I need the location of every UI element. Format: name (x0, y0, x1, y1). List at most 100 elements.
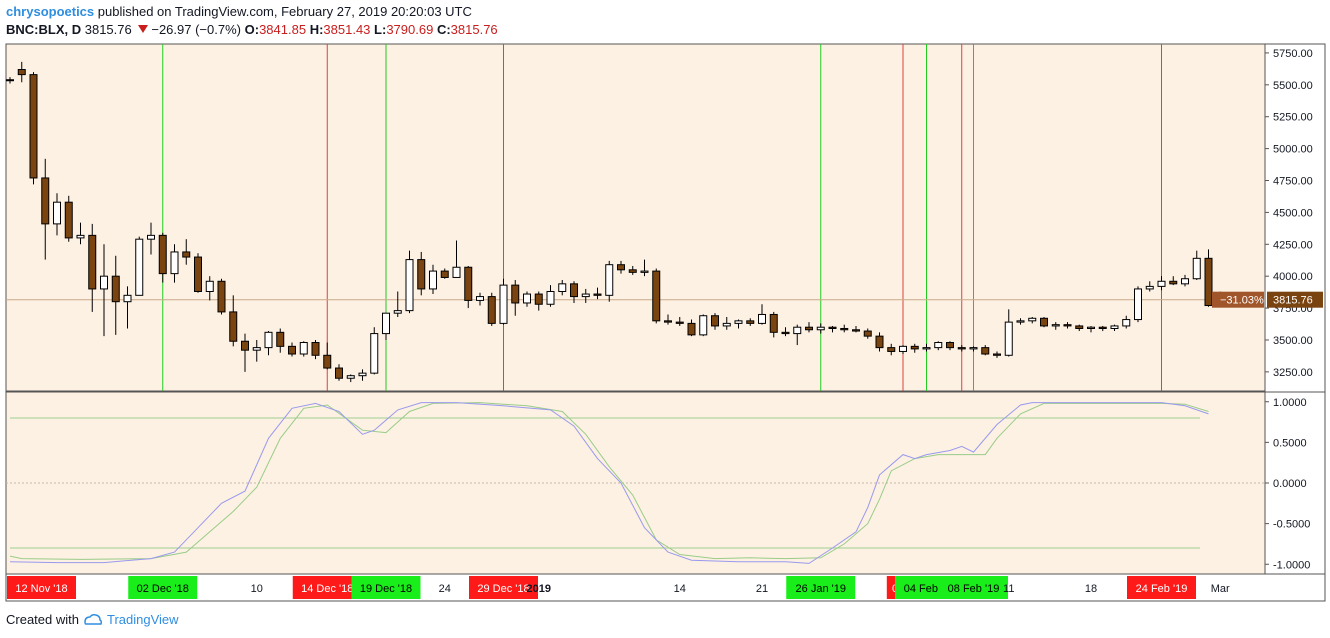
candle (429, 264, 437, 295)
candle-body (1098, 326, 1107, 329)
date-marker-green (786, 576, 856, 599)
candle-body (934, 342, 943, 349)
low-label: L: (374, 22, 387, 37)
ohlc-line: BNC:BLX, D 3815.76 −26.97 (−0.7%) O:3841… (6, 22, 498, 37)
open-value: 3841.85 (259, 22, 307, 37)
date-marker-label: 19 Dec '18 (360, 583, 412, 595)
candle (323, 342, 332, 370)
candle (1040, 317, 1048, 328)
stoch-d-line (9, 402, 1209, 560)
candle (182, 239, 191, 265)
candle-body (534, 293, 543, 305)
candle (1016, 318, 1025, 325)
candle (675, 317, 684, 326)
candle (628, 265, 637, 275)
candle (17, 61, 26, 83)
candle (581, 288, 590, 303)
symbol-label: BNC:BLX, D (6, 22, 82, 37)
date-marker-label: 14 Dec '18 (301, 583, 353, 595)
candle-body (734, 320, 743, 324)
candle (53, 193, 61, 236)
candle-body (1028, 317, 1037, 322)
candle-body (828, 326, 837, 329)
time-axis (5, 573, 1326, 602)
candle (734, 319, 743, 329)
candle (863, 328, 872, 339)
candle-body (1204, 257, 1213, 307)
change-pct-tag (1212, 291, 1264, 308)
candle-body (440, 270, 449, 278)
candle (605, 260, 614, 302)
candle-body (664, 320, 672, 323)
candle (76, 222, 85, 245)
time-tick-label: 11 (1003, 583, 1014, 595)
candle (875, 332, 884, 352)
candle (417, 251, 426, 296)
candle (1157, 276, 1166, 291)
candle (511, 280, 520, 316)
date-marker-red (7, 576, 76, 599)
candle-body (1051, 324, 1060, 327)
candle-body (182, 251, 191, 258)
candle (158, 232, 167, 283)
candle-body (711, 315, 719, 327)
candle-body (41, 177, 50, 225)
time-tick-label: 10 (251, 583, 263, 595)
candle (1110, 324, 1119, 332)
candle (1204, 249, 1213, 307)
candle-body (1181, 278, 1189, 285)
candle-body (652, 270, 661, 322)
candle-body (29, 74, 38, 179)
candle-body (358, 372, 367, 377)
candle-body (793, 326, 802, 335)
date-marker-green (939, 576, 1008, 599)
candle (1004, 309, 1013, 357)
candle (335, 364, 343, 381)
candle (722, 317, 731, 330)
candle-body (111, 275, 120, 303)
candle-body (628, 269, 637, 273)
candle (746, 318, 755, 326)
date-marker-label: 24 Feb '19 (1136, 583, 1188, 595)
tradingview-brand[interactable]: TradingView (106, 612, 179, 627)
candle (758, 304, 766, 325)
candle (652, 268, 661, 324)
candle (1134, 286, 1142, 323)
date-marker-green (351, 576, 421, 599)
candle-body (17, 69, 26, 76)
candle (805, 322, 813, 333)
candle-body (452, 266, 461, 278)
author-link[interactable]: chrysopoetics (6, 4, 95, 19)
candle-body (852, 329, 860, 332)
publish-line: chrysopoetics published on TradingView.c… (6, 4, 472, 19)
candle (1063, 322, 1072, 329)
candle-body (429, 270, 437, 290)
candle (852, 325, 860, 333)
candle-body (346, 375, 355, 379)
price-tick-label: 5000.00 (1273, 144, 1313, 156)
candle-body (781, 331, 790, 335)
candle (993, 351, 1001, 358)
candle (781, 327, 790, 337)
candle (311, 339, 320, 360)
candle-body (722, 322, 731, 327)
stoch-k-line (9, 402, 1209, 564)
candle-body (523, 293, 531, 304)
candle-body (6, 79, 14, 82)
candle (111, 255, 120, 335)
high-label: H: (309, 22, 324, 37)
candle-body (687, 322, 696, 336)
osc-tick-label: -0.5000 (1273, 519, 1310, 531)
candle-body (64, 201, 73, 239)
candle (346, 374, 355, 383)
candle-body (217, 280, 226, 313)
candle (382, 312, 390, 340)
price-tick-label: 5750.00 (1273, 48, 1313, 60)
candle-body (593, 293, 602, 296)
candle-body (558, 283, 567, 292)
candle-body (957, 347, 966, 350)
candle (828, 325, 837, 333)
candle-body (840, 327, 849, 331)
candle-body (276, 331, 285, 347)
